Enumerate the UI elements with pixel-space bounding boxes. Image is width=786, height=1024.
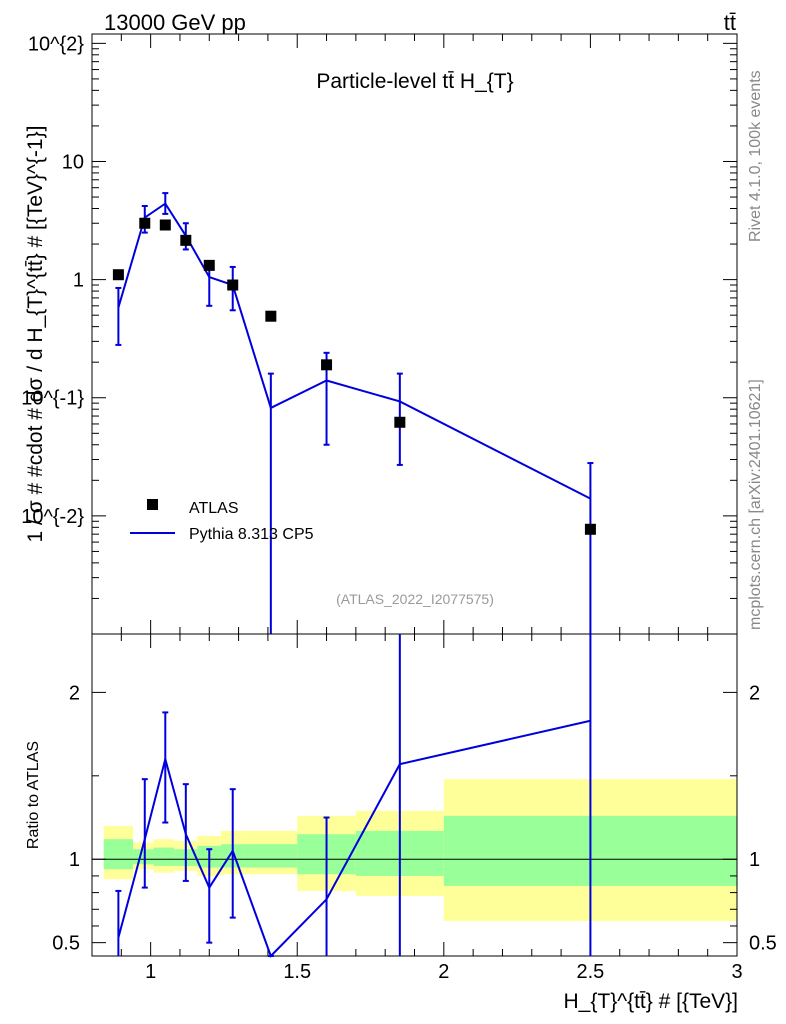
x-tick-label: 1 (145, 961, 156, 983)
ratio-band-1sigma (133, 849, 154, 865)
ratio-y-tick-label-right: 0.5 (749, 933, 777, 955)
atlas-point (394, 416, 406, 428)
ratio-uncertainty-bands (92, 779, 737, 921)
pythia-line (117, 202, 591, 500)
ratio-pythia-line (117, 719, 591, 958)
atlas-point (265, 310, 277, 322)
atlas-point (112, 269, 124, 281)
ratio-y-axis-label: Ratio to ATLAS (25, 741, 42, 849)
atlas-point (159, 219, 171, 231)
atlas-point (139, 217, 151, 229)
main-frame (91, 33, 738, 635)
x-axis-label: H_{T}^{tt̄} # [{TeV}] (564, 990, 738, 1013)
x-tick-label: 2 (438, 961, 449, 983)
main-y-tick-label: 10^{-2} (21, 506, 84, 528)
main-series (112, 192, 596, 634)
x-tick-label: 3 (731, 961, 742, 983)
analysis-watermark: (ATLAS_2022_I2077575) (336, 591, 494, 607)
atlas-point (321, 359, 333, 371)
ratio-series (115, 634, 592, 958)
ratio-ticks: 0.5 0.5 1 1 2 2 1 1.5 2 2.5 3 (52, 634, 777, 983)
main-y-axis-label: 1 / σ # #cdot # dσ / d H_{T}^{tt̄} # [{T… (24, 126, 47, 543)
ratio-band-1sigma (244, 844, 298, 868)
main-y-tick-label: 10^{-1} (21, 388, 84, 410)
x-tick-label: 1.5 (283, 961, 311, 983)
legend-label-atlas: ATLAS (189, 500, 239, 517)
ratio-y-tick-label: 1 (69, 849, 80, 871)
ratio-band-1sigma (153, 847, 175, 866)
x-tick-label: 2.5 (577, 961, 605, 983)
ratio-panel: 0.5 0.5 1 1 2 2 1 1.5 2 2.5 3 Ratio to ATLAS H_{T}… (25, 633, 777, 1013)
atlas-point (180, 234, 192, 246)
atlas-point (203, 259, 215, 271)
main-y-tick-label: 10^{2} (28, 33, 84, 55)
header-process: 13000 GeV pp (104, 10, 246, 35)
header-final-state: tt̄ (724, 10, 736, 35)
atlas-point (584, 523, 596, 535)
legend-marker-atlas (147, 499, 158, 510)
ratio-y-tick-label-right: 1 (749, 849, 760, 871)
main-panel: 10^{-2} 10^{-1} 1 10 10^{2} Particle-level t… (21, 33, 738, 635)
ratio-y-tick-label: 0.5 (52, 933, 80, 955)
ratio-y-tick-label-right: 2 (749, 682, 760, 704)
mcplots-label: mcplots.cern.ch [arXiv:2401.10621] (747, 379, 764, 630)
main-ticks: 10^{-2} 10^{-1} 1 10 10^{2} (21, 33, 738, 635)
ratio-y-tick-label: 2 (69, 682, 80, 704)
atlas-point (227, 279, 239, 291)
ratio-band-1sigma (103, 839, 134, 870)
main-title: Particle-level tt̄ H_{T} (316, 70, 513, 93)
legend-label-pythia: Pythia 8.313 CP5 (189, 526, 314, 543)
main-y-tick-label: 10 (62, 151, 84, 173)
rivet-version-label: Rivet 4.1.0, 100k events (747, 70, 764, 242)
legend: ATLAS Pythia 8.313 CP5 (130, 499, 314, 543)
main-y-tick-label: 1 (73, 270, 84, 292)
